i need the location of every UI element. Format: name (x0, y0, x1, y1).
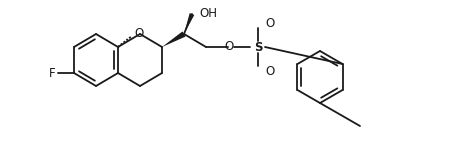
Text: O: O (265, 16, 274, 30)
Text: O: O (134, 26, 144, 39)
Text: F: F (49, 67, 55, 79)
Polygon shape (184, 13, 195, 34)
Text: OH: OH (199, 6, 217, 20)
Text: O: O (225, 39, 234, 53)
Polygon shape (162, 31, 186, 47)
Text: S: S (254, 41, 262, 53)
Text: O: O (265, 65, 274, 77)
